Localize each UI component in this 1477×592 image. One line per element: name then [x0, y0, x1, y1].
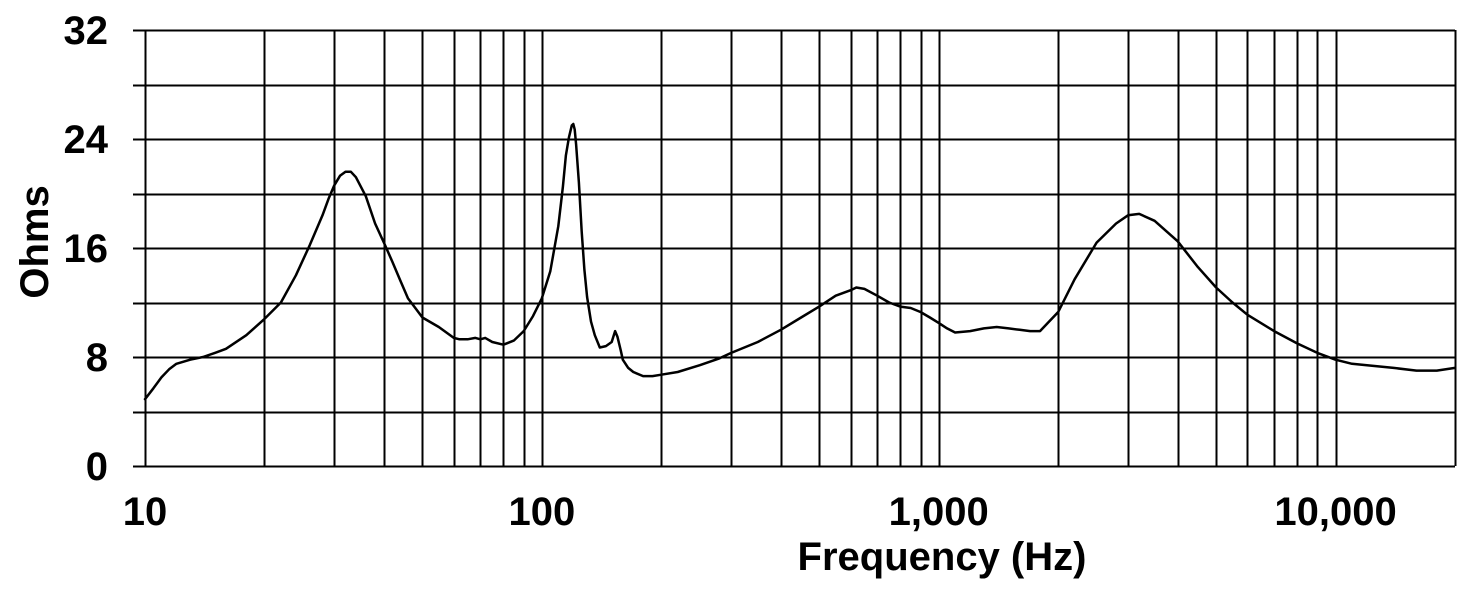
x-tick-labels: 10 100 1,000 10,000 [123, 490, 1397, 534]
y-tick-label-24: 24 [64, 118, 109, 162]
x-axis-title: Frequency (Hz) [798, 535, 1087, 579]
y-tick-label-0: 0 [86, 445, 108, 489]
y-tick-label-32: 32 [64, 9, 109, 53]
x-tick-label-1000: 1,000 [889, 490, 989, 534]
x-tick-label-10: 10 [123, 490, 168, 534]
y-axis-title: Ohms [13, 185, 57, 298]
series-group [143, 122, 1457, 401]
grid [133, 29, 1457, 468]
impedance-line-0 [143, 122, 1457, 401]
y-tick-label-8: 8 [86, 336, 108, 380]
x-tick-label-100: 100 [508, 490, 575, 534]
y-tick-label-16: 16 [64, 227, 109, 271]
x-tick-label-10000: 10,000 [1274, 490, 1396, 534]
y-tick-labels: 0 8 16 24 32 [64, 9, 109, 489]
